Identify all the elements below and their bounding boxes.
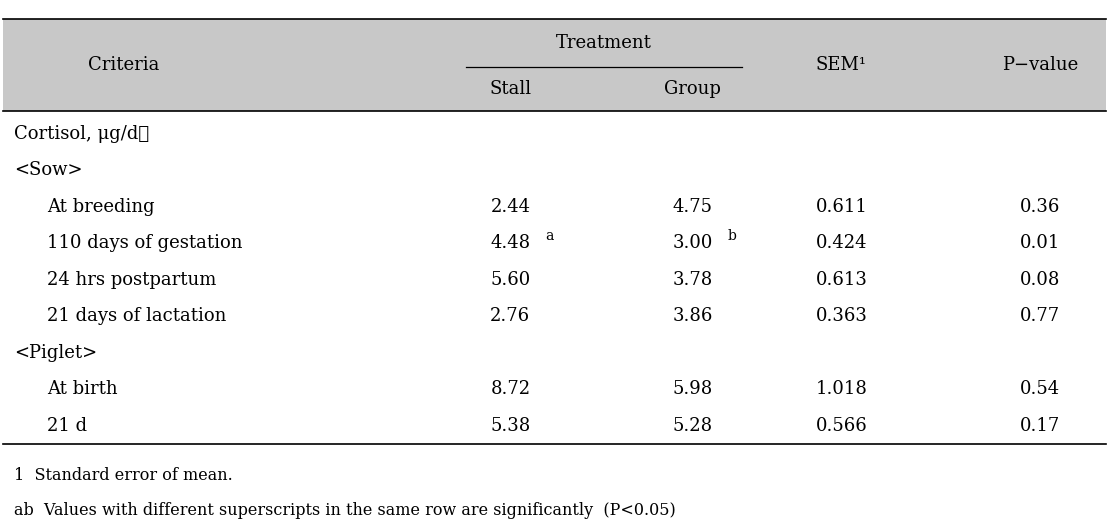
Text: Group: Group (664, 80, 721, 98)
Text: 1.018: 1.018 (815, 380, 867, 399)
Text: 0.17: 0.17 (1020, 417, 1060, 435)
Text: 0.54: 0.54 (1020, 380, 1060, 399)
Text: Stall: Stall (489, 80, 531, 98)
Text: <Sow>: <Sow> (13, 161, 82, 180)
Text: P−value: P−value (1001, 56, 1078, 74)
Bar (3, 19, 1106, 111)
Text: 2.44: 2.44 (490, 198, 530, 216)
Text: 21 days of lactation: 21 days of lactation (47, 307, 226, 325)
Text: Cortisol, μg/dℓ: Cortisol, μg/dℓ (13, 125, 149, 143)
Text: 5.60: 5.60 (490, 271, 530, 289)
Text: 0.613: 0.613 (815, 271, 867, 289)
Text: 8.72: 8.72 (490, 380, 530, 399)
Text: 0.363: 0.363 (815, 307, 867, 325)
Text: 0.01: 0.01 (1020, 235, 1060, 252)
Text: At birth: At birth (47, 380, 118, 399)
Text: 110 days of gestation: 110 days of gestation (47, 235, 243, 252)
Text: b: b (728, 229, 736, 243)
Text: 5.28: 5.28 (672, 417, 712, 435)
Text: At breeding: At breeding (47, 198, 154, 216)
Text: 0.77: 0.77 (1020, 307, 1060, 325)
Text: a: a (546, 229, 554, 243)
Text: 3.86: 3.86 (672, 307, 713, 325)
Text: 24 hrs postpartum: 24 hrs postpartum (47, 271, 216, 289)
Text: 5.98: 5.98 (672, 380, 713, 399)
Text: 1  Standard error of mean.: 1 Standard error of mean. (13, 467, 233, 484)
Text: 0.611: 0.611 (815, 198, 867, 216)
Text: 4.75: 4.75 (672, 198, 712, 216)
Text: ab  Values with different superscripts in the same row are significantly  (P<0.0: ab Values with different superscripts in… (13, 502, 675, 519)
Text: 5.38: 5.38 (490, 417, 530, 435)
Text: SEM¹: SEM¹ (816, 56, 867, 74)
Text: Treatment: Treatment (557, 34, 652, 52)
Text: 0.36: 0.36 (1020, 198, 1060, 216)
Text: 0.566: 0.566 (815, 417, 867, 435)
Text: 4.48: 4.48 (490, 235, 530, 252)
Text: 2.76: 2.76 (490, 307, 530, 325)
Text: 3.00: 3.00 (672, 235, 713, 252)
Text: Criteria: Criteria (89, 56, 160, 74)
Text: 0.424: 0.424 (815, 235, 867, 252)
Text: 0.08: 0.08 (1020, 271, 1060, 289)
Text: 3.78: 3.78 (672, 271, 713, 289)
Text: 21 d: 21 d (47, 417, 87, 435)
Text: <Piglet>: <Piglet> (13, 344, 96, 362)
